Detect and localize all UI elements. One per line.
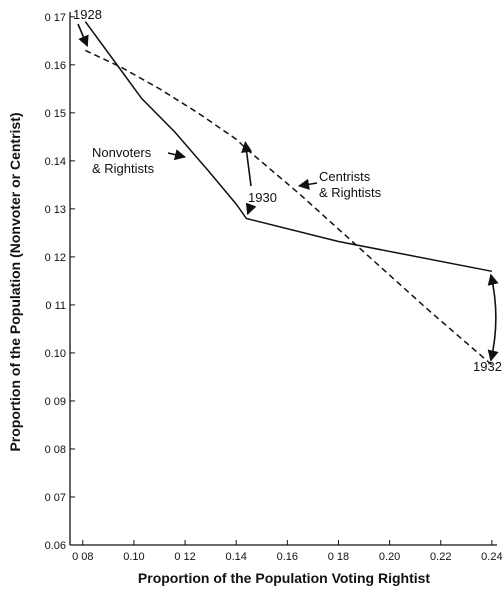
x-tick-label: 0.24 — [481, 551, 502, 563]
year-arrow-1930-up — [241, 141, 253, 187]
y-tick-label: 0.06 — [45, 540, 66, 552]
x-tick-label: 0 18 — [328, 551, 349, 563]
label-nonvoters-rightists: & Rightists — [92, 161, 155, 176]
x-tick-label: 0.16 — [277, 551, 298, 563]
x-tick-label: 0.10 — [123, 551, 144, 563]
year-label-1928: 1928 — [73, 7, 102, 22]
y-tick-label: 0.10 — [45, 348, 66, 360]
series-layer — [84, 21, 493, 366]
y-tick-label: 0 17 — [45, 12, 66, 24]
series-nonvoters-rightists — [84, 21, 493, 273]
y-tick-label: 0.14 — [45, 156, 66, 168]
y-tick-label: 0 09 — [45, 396, 66, 408]
year-label-1932: 1932 — [473, 359, 502, 374]
label-nonvoters: Nonvoters — [92, 145, 152, 160]
y-tick-label: 0 11 — [45, 300, 66, 312]
y-tick-label: 0 15 — [45, 108, 66, 120]
year-arrow-1930-down — [245, 202, 257, 216]
x-tick-label: 0 12 — [174, 551, 195, 563]
label-centrists-rightists: & Rightists — [319, 185, 382, 200]
y-tick-label: 0 12 — [45, 252, 66, 264]
y-tick-label: 0 13 — [45, 204, 66, 216]
x-tick-label: 0.14 — [225, 551, 246, 563]
y-tick-label: 0.16 — [45, 60, 66, 72]
axes: 0.06 0 07 0 08 0 09 0.10 0 11 0 12 0 13 0.14 0 15… — [45, 12, 503, 563]
year-label-1930: 1930 — [248, 190, 277, 205]
x-axis-title: Proportion of the Population Voting Righ… — [138, 570, 430, 586]
y-tick-label: 0 07 — [45, 492, 66, 504]
x-tick-label: 0 08 — [72, 551, 93, 563]
label-arrow-centrists — [297, 178, 318, 190]
label-centrists: Centrists — [319, 169, 371, 184]
x-tick-label: 0.20 — [379, 551, 400, 563]
y-axis-title: Proportion of the Population (Nonvoter o… — [7, 112, 23, 451]
year-arrow-1932 — [487, 273, 499, 362]
x-tick-label: 0.22 — [430, 551, 451, 563]
year-arrow-1928 — [77, 23, 89, 48]
y-tick-label: 0 08 — [45, 444, 66, 456]
series-centrists-rightists — [84, 49, 493, 366]
label-arrow-nonvoters — [167, 149, 187, 161]
